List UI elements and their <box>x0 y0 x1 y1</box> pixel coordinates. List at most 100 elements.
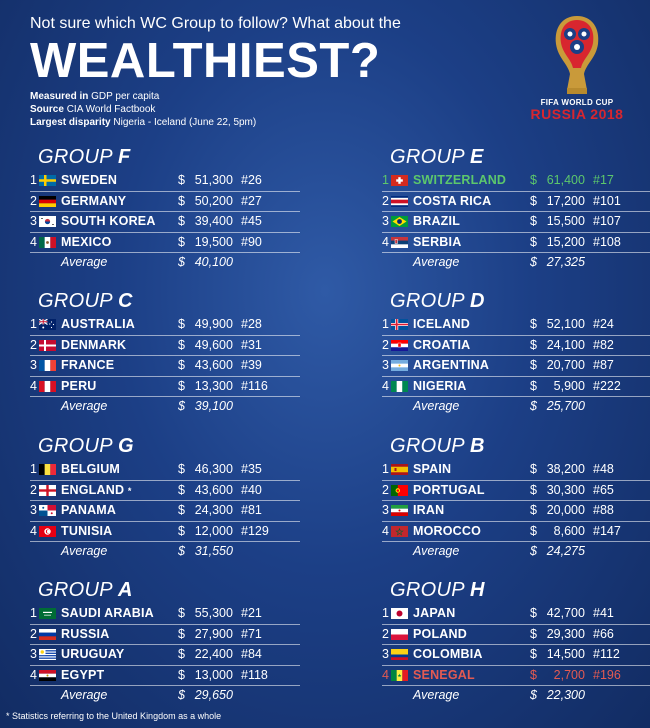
country-label: SPAIN <box>413 462 452 476</box>
average-label: Average <box>413 399 460 413</box>
group-title: GROUP F <box>38 146 300 168</box>
gdp-amount: 2,700 <box>553 667 585 682</box>
group-prefix: GROUP <box>390 579 465 601</box>
group-letter: C <box>117 290 133 312</box>
nigeria-flag-icon <box>391 380 408 392</box>
page-title: WEALTHIEST? <box>30 34 381 88</box>
currency: $ <box>178 317 185 331</box>
country-label: FRANCE <box>61 358 115 372</box>
rank: 4 <box>382 667 389 682</box>
country-name: COLOMBIA <box>413 645 483 664</box>
trophy-emblem-icon <box>555 16 599 94</box>
average-label: Average <box>61 544 108 558</box>
currency: $ <box>530 173 537 187</box>
gdp-value: $20,000 <box>530 501 585 520</box>
currency: $ <box>530 255 537 269</box>
average-amount: 27,325 <box>546 255 585 269</box>
country-label: ARGENTINA <box>413 358 490 372</box>
average-value: $27,325 <box>530 253 585 272</box>
world-rank: #88 <box>593 503 614 517</box>
country-name: COSTA RICA <box>413 192 491 211</box>
average-label: Average <box>413 688 460 702</box>
table-row: 3 URUGUAY $22,400 #84 <box>30 645 300 666</box>
gdp-amount: 17,200 <box>546 193 585 208</box>
country-label: RUSSIA <box>61 626 110 641</box>
world-rank: #28 <box>241 317 262 331</box>
gdp-value: $14,500 <box>530 645 585 664</box>
average-row: Average $39,100 <box>30 397 300 417</box>
country-name: MEXICO <box>61 233 112 252</box>
table-row: 4 TUNISIA $12,000 #129 <box>30 522 300 542</box>
table-row: 2 DENMARK $49,600 #31 <box>30 336 300 356</box>
group-h: GROUP H 1 JAPAN $42,700 #41 2 POLAND $29,300 #66… <box>382 579 650 706</box>
group-title: GROUP E <box>390 146 650 168</box>
country-label: TUNISIA <box>61 523 113 538</box>
group-title: GROUP B <box>390 435 650 457</box>
header: Not sure which WC Group to follow? What … <box>30 14 500 129</box>
table-row: 1 SWITZERLAND $61,400 #17 <box>382 171 650 192</box>
gdp-value: $49,900 <box>178 315 233 334</box>
gdp-value: $55,300 <box>178 604 233 623</box>
peru-flag-icon <box>39 380 56 392</box>
table-row: 1 SAUDI ARABIA $55,300 #21 <box>30 604 300 625</box>
gdp-value: $20,700 <box>530 356 585 375</box>
table-row: 2 GERMANY $50,200 #27 <box>30 192 300 212</box>
japan-flag-icon <box>391 608 408 619</box>
rank: 1 <box>382 606 389 620</box>
gdp-amount: 27,900 <box>194 626 233 641</box>
currency: $ <box>530 358 537 372</box>
currency: $ <box>530 234 537 249</box>
country-name: PORTUGAL <box>413 481 485 500</box>
average-row: Average $25,700 <box>382 397 650 417</box>
world-rank: #147 <box>593 523 621 538</box>
table-row: 2 CROATIA $24,100 #82 <box>382 336 650 356</box>
disparity-label: Largest disparity <box>30 117 111 128</box>
average-amount: 39,100 <box>194 399 233 413</box>
gdp-value: $22,400 <box>178 645 233 664</box>
tunisia-flag-icon <box>39 525 56 537</box>
country-label: MOROCCO <box>413 523 482 538</box>
country-name: SAUDI ARABIA <box>61 604 154 623</box>
currency: $ <box>530 337 537 352</box>
gdp-amount: 43,600 <box>194 482 233 497</box>
portugal-flag-icon <box>391 484 408 496</box>
group-table: 1 ICELAND $52,100 #24 2 CROATIA $24,100 #82 3 ARG… <box>382 315 650 417</box>
table-row: 1 BELGIUM $46,300 #35 <box>30 460 300 481</box>
england-flag-icon <box>39 484 56 496</box>
country-label: SENEGAL <box>413 667 475 682</box>
country-name: BRAZIL <box>413 212 460 231</box>
currency: $ <box>178 606 185 620</box>
currency: $ <box>178 193 185 208</box>
world-rank: #35 <box>241 462 262 476</box>
iceland-flag-icon <box>391 319 408 330</box>
average-row: Average $24,275 <box>382 542 650 562</box>
average-value: $25,700 <box>530 397 585 416</box>
currency: $ <box>530 214 537 228</box>
table-row: 2 RUSSIA $27,900 #71 <box>30 625 300 645</box>
rank: 1 <box>382 462 389 476</box>
currency: $ <box>178 482 185 497</box>
disparity-value: Nigeria - Iceland (June 22, 5pm) <box>113 117 257 128</box>
country-label: AUSTRALIA <box>61 317 136 331</box>
table-row: 1 JAPAN $42,700 #41 <box>382 604 650 625</box>
country-label: BELGIUM <box>61 462 121 476</box>
world-rank: #196 <box>593 667 621 682</box>
world-rank: #26 <box>241 173 262 187</box>
rank: 4 <box>30 523 37 538</box>
country-label: PORTUGAL <box>413 482 485 497</box>
table-row: 3 COLOMBIA $14,500 #112 <box>382 645 650 666</box>
argentina-flag-icon <box>391 360 408 371</box>
world-rank: #116 <box>241 378 268 393</box>
group-d: GROUP D 1 ICELAND $52,100 #24 2 CROATIA $24,100… <box>382 290 650 417</box>
costa-rica-flag-icon <box>391 195 408 207</box>
country-name: IRAN <box>413 501 444 520</box>
group-b: GROUP B 1 SPAIN $38,200 #48 2 PORTUGAL $30,300 #… <box>382 435 650 562</box>
logo-line2: RUSSIA 2018 <box>530 106 624 122</box>
poland-flag-icon <box>391 628 408 640</box>
table-row: 3 PANAMA $24,300 #81 <box>30 501 300 522</box>
group-e: GROUP E 1 SWITZERLAND $61,400 #17 2 COSTA RICA… <box>382 146 650 273</box>
world-rank: #31 <box>241 337 262 352</box>
disparity-line: Largest disparity Nigeria - Iceland (Jun… <box>30 116 500 129</box>
footnote: * Statistics referring to the United Kin… <box>6 711 222 721</box>
country-label: NIGERIA <box>413 378 467 393</box>
